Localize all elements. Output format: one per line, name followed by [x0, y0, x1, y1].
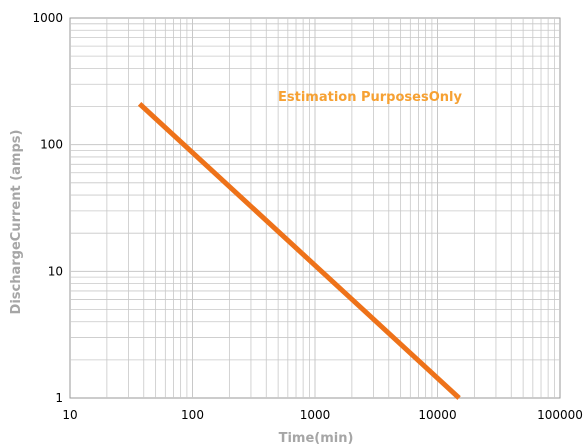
x-tick-label: 10: [62, 408, 77, 422]
y-tick-label: 1000: [32, 11, 63, 25]
x-tick-label: 100: [181, 408, 204, 422]
x-tick-label: 10000: [418, 408, 456, 422]
y-tick-label: 1: [55, 391, 63, 405]
x-tick-label: 100000: [537, 408, 583, 422]
x-tick-label: 1000: [300, 408, 331, 422]
annotation-estimation: Estimation PurposesOnly: [278, 90, 462, 105]
y-axis-title: DischargeCurrent (amps): [9, 130, 24, 315]
series-line: [137, 102, 461, 400]
series-layer: [137, 102, 461, 400]
grid: [69, 17, 561, 399]
x-axis-title: Time(min): [279, 431, 354, 446]
y-tick-label: 10: [48, 264, 63, 278]
y-tick-label: 100: [40, 138, 63, 152]
tick-labels: 10 100 1000 10000 100000 1 10 100 1000: [32, 11, 582, 422]
